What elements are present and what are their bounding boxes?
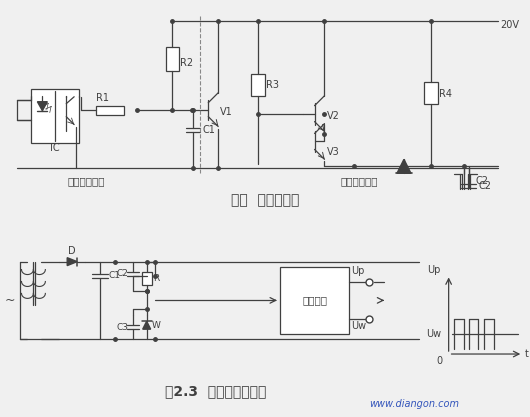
Text: Uw: Uw (351, 321, 366, 331)
Text: 图2.3  驱动电路电源图: 图2.3 驱动电路电源图 (164, 384, 266, 398)
Text: t: t (525, 349, 529, 359)
Text: V3: V3 (326, 147, 339, 157)
Bar (251, 74, 265, 96)
Text: ~: ~ (4, 294, 15, 307)
Text: V2: V2 (326, 111, 339, 121)
Bar (280, 266, 349, 334)
Text: R4: R4 (439, 89, 452, 99)
Bar (31, 89, 79, 143)
Text: 图二  驱动电路图: 图二 驱动电路图 (231, 193, 299, 207)
Text: C3: C3 (117, 323, 129, 332)
Bar (96, 106, 124, 115)
Text: www.diangon.com: www.diangon.com (369, 399, 459, 409)
Polygon shape (38, 102, 47, 111)
Text: Up: Up (351, 266, 365, 276)
Text: R2: R2 (180, 58, 193, 68)
Text: Uw: Uw (426, 329, 441, 339)
Text: 隔离放大电路: 隔离放大电路 (67, 176, 105, 186)
Text: 驱动放大电路: 驱动放大电路 (340, 176, 378, 186)
Text: 0: 0 (437, 356, 443, 366)
Text: R3: R3 (266, 80, 279, 90)
Bar (165, 47, 180, 71)
Text: 驱动电路: 驱动电路 (302, 295, 327, 305)
Text: R1: R1 (96, 93, 110, 103)
Text: C1: C1 (202, 125, 215, 135)
Text: W: W (152, 321, 161, 330)
Text: Up: Up (427, 264, 440, 274)
Bar (424, 82, 438, 104)
Text: C2: C2 (479, 181, 491, 191)
Polygon shape (143, 321, 151, 329)
Text: IC: IC (50, 143, 60, 153)
Bar (142, 271, 152, 286)
Text: 20V: 20V (500, 20, 519, 30)
Polygon shape (397, 159, 411, 173)
Polygon shape (67, 258, 77, 266)
Text: C2: C2 (475, 176, 489, 186)
Text: R: R (153, 274, 159, 283)
Text: D: D (68, 246, 76, 256)
Text: C1: C1 (109, 271, 121, 280)
Text: C2: C2 (117, 269, 129, 278)
Text: V1: V1 (220, 107, 233, 117)
